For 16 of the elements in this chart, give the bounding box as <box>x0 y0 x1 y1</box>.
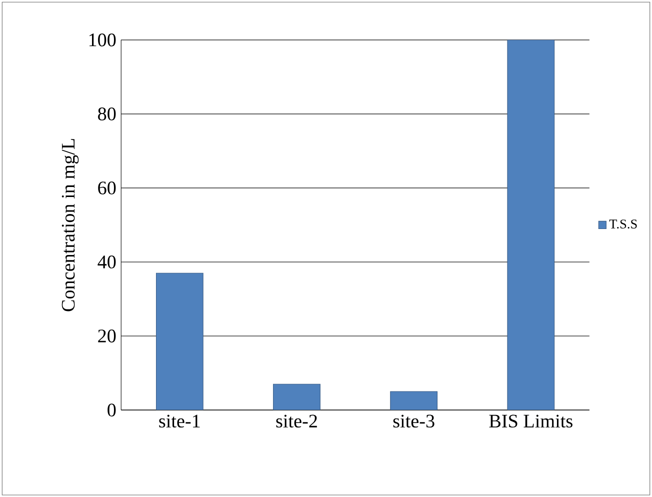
y-tick-label: 100 <box>89 33 116 46</box>
x-tick-label: BIS Limits <box>489 414 572 428</box>
y-tick-label: 20 <box>98 329 116 342</box>
x-tick-label: site-2 <box>276 414 317 428</box>
y-tick-label: 40 <box>98 255 116 268</box>
bar <box>390 391 438 410</box>
y-tick-label: 60 <box>98 181 116 194</box>
y-axis-title: Concentration in mg/L <box>62 138 79 312</box>
x-tick-label: site-3 <box>393 414 434 428</box>
x-tick-label: site-1 <box>159 414 200 428</box>
bar <box>273 384 320 410</box>
y-tick-label: 80 <box>98 107 116 120</box>
legend-label: T.S.S <box>609 220 637 228</box>
bar <box>507 40 555 410</box>
bar <box>156 272 204 410</box>
y-tick-label: 0 <box>108 403 116 416</box>
